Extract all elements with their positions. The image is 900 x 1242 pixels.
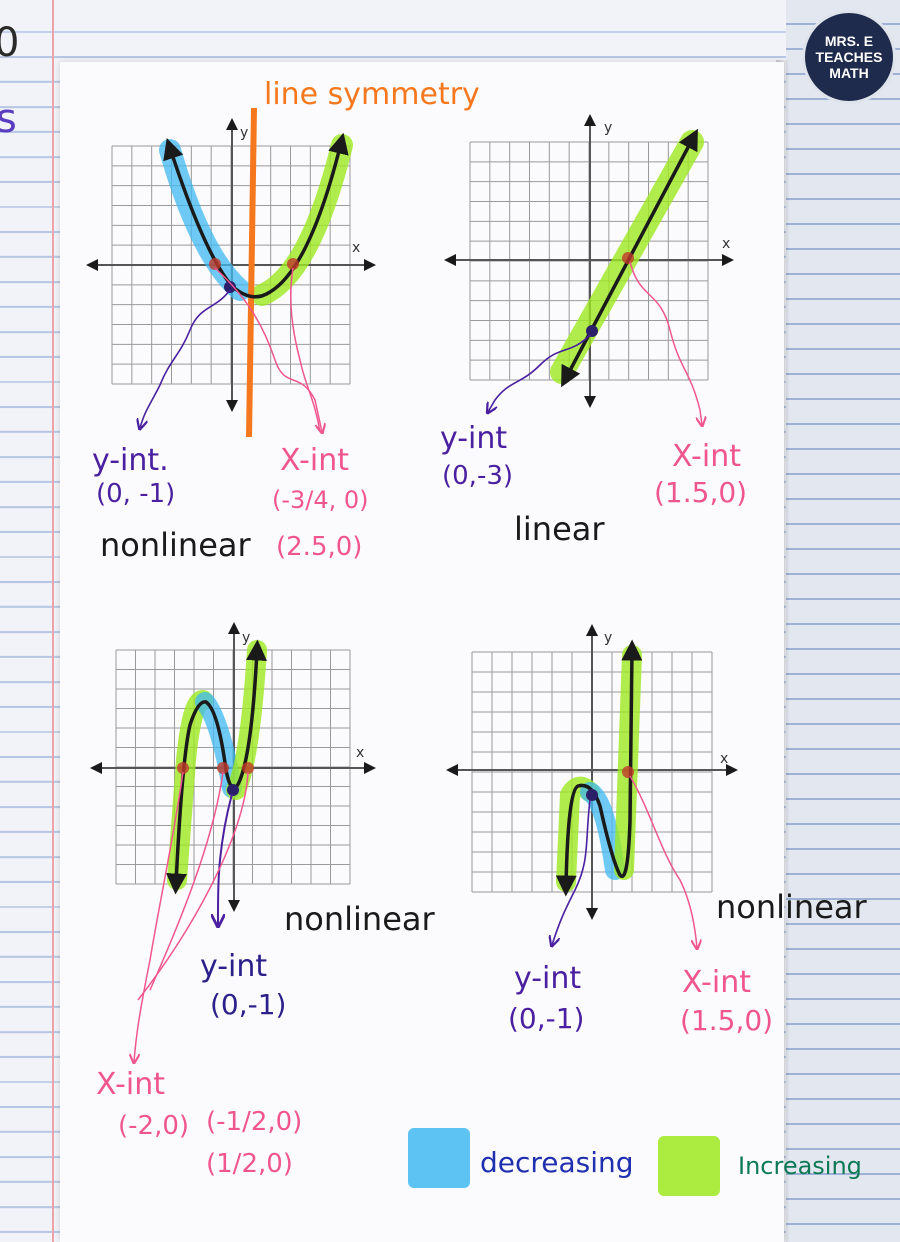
graph-3-x-int-value-1: (-2,0) (118, 1111, 189, 1141)
graph-1-x-int-label: X-int (280, 443, 349, 478)
graph-4-y-int-arrow (552, 799, 591, 945)
margin-scribble-top: 0 (0, 20, 20, 66)
legend-increasing-swatch (658, 1136, 720, 1196)
graph-2-y-axis-label: y (604, 120, 612, 136)
logo-line-2: TEACHES (815, 49, 883, 65)
graph-3-y-int-point (227, 784, 239, 796)
graph-4-x-int-value: (1.5,0) (680, 1004, 773, 1037)
graph-2-x-int-point (622, 252, 634, 264)
graph-2-y-int-arrow (488, 334, 591, 412)
graph-4-y-axis-label: y (604, 630, 612, 646)
margin-line (52, 0, 54, 1242)
graph-4-y-int-value: (0,-1) (508, 1002, 584, 1035)
graph-1-x-axis-label: x (352, 240, 360, 256)
graph-4-x-int-point (622, 766, 634, 778)
graph-3-x-axis-label: x (356, 745, 364, 761)
graph-4-grid (446, 624, 738, 920)
graph-1-curve (163, 132, 349, 299)
graph-1-decreasing-highlight (159, 139, 251, 301)
margin-scribble-second: s (0, 96, 17, 142)
graph-2-x-int-label: X-int (672, 439, 741, 474)
graph-3-curve (166, 639, 267, 895)
graph-2-y-int-point (586, 325, 598, 337)
graph-1-x-int-value-1: (-3/4, 0) (272, 486, 369, 514)
graph-3-x-int-point (242, 762, 254, 774)
graph-3-y-int-arrow (218, 793, 233, 925)
graph-1-y-int-arrow (140, 289, 231, 428)
graph-3-x-int-value-2: (-1/2,0) (206, 1107, 302, 1137)
graph-1-symmetry-line (246, 107, 257, 438)
graph-1-x-int-point (209, 258, 221, 270)
graph-1-x-int-value-2: (2.5,0) (276, 532, 362, 562)
legend-decreasing-label: decreasing (480, 1146, 634, 1179)
graph-2-y-int-value: (0,-3) (442, 461, 513, 491)
logo-badge: MRS. E TEACHES MATH (802, 10, 896, 104)
graph-2-x-axis-label: x (722, 236, 730, 252)
graph-1 (86, 107, 376, 438)
graph-2-x-int-arrow (629, 261, 702, 425)
graph-4-type: nonlinear (716, 888, 868, 926)
graph-2 (444, 114, 734, 425)
graph-1-y-axis-label: y (240, 125, 248, 141)
graph-1-symmetry-heading: line symmetry (264, 77, 480, 112)
logo-line-3: MATH (829, 65, 869, 81)
legend-decreasing-swatch (408, 1128, 470, 1188)
graph-1-x-int-arrow (214, 267, 322, 432)
graph-1-x-int-arrow (290, 267, 321, 433)
graph-1-x-int-point (287, 258, 299, 270)
graph-3-x-int-arrow (149, 771, 224, 991)
graph-4-x-int-arrow (629, 775, 697, 948)
graph-4-curve (555, 639, 643, 897)
graph-1-y-int-point (224, 281, 236, 293)
graph-1-y-int-label: y-int. (92, 443, 169, 478)
graph-3 (90, 622, 376, 1062)
graph-2-type: linear (514, 510, 605, 548)
graph-3-y-axis-label: y (242, 630, 250, 646)
graph-1-y-int-value: (0, -1) (96, 479, 175, 509)
graph-4-x-axis-label: x (720, 751, 728, 767)
graph-4 (446, 624, 738, 948)
graph-2-x-int-value: (1.5,0) (654, 476, 747, 509)
right-notebook-page (786, 0, 900, 1242)
graph-3-x-int-label: X-int (96, 1067, 165, 1102)
graph-4-y-int-point (586, 789, 598, 801)
legend-increasing-label: Increasing (738, 1152, 862, 1180)
graph-3-y-int-value: (0,-1) (210, 988, 286, 1021)
graph-4-x-int-label: X-int (682, 965, 751, 1000)
graph-3-x-int-arrow (137, 771, 249, 1001)
graph-3-y-int-label: y-int (200, 949, 267, 984)
graph-3-type: nonlinear (284, 900, 436, 938)
graph-1-type: nonlinear (100, 526, 252, 564)
graph-4-y-int-label: y-int (514, 961, 581, 996)
logo-line-1: MRS. E (824, 33, 874, 49)
graph-3-x-int-point (217, 762, 229, 774)
graph-3-x-int-value-3: (1/2,0) (206, 1149, 293, 1179)
graph-2-y-int-label: y-int (440, 421, 507, 456)
graph-3-x-int-arrow (134, 771, 184, 1062)
graph-3-x-int-point (177, 762, 189, 774)
graph-4-decreasing-highlight (580, 782, 625, 880)
